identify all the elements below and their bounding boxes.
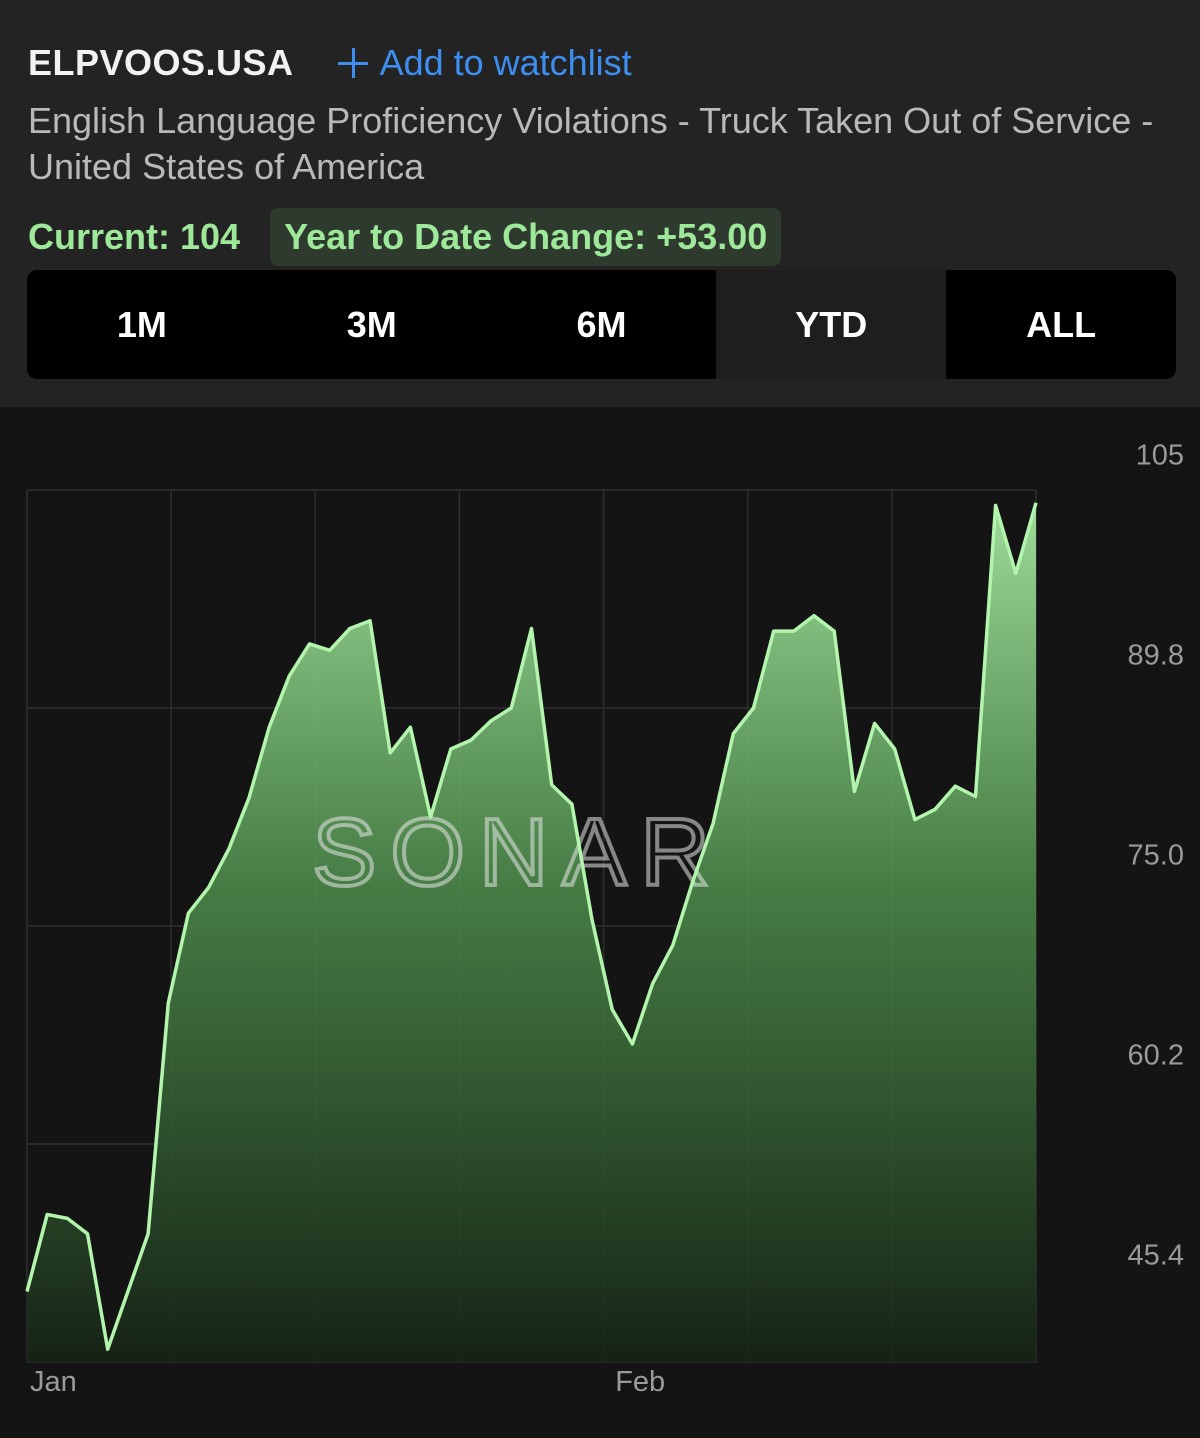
series-description: English Language Proficiency Violations … <box>28 100 1154 187</box>
x-axis-labels: Jan Feb <box>30 1366 665 1398</box>
sonar-watermark: SONAR <box>312 799 723 906</box>
tab-all[interactable]: ALL <box>1026 303 1097 345</box>
ticker-symbol: ELPVOOS.USA <box>28 42 294 83</box>
current-value: Current: 104 <box>28 216 241 257</box>
y-tick-label: 45.4 <box>1128 1240 1184 1272</box>
stats-row: Current: 104 Year to Date Change: +53.00 <box>28 208 782 266</box>
chart-area[interactable]: SONAR 105 89.8 75.0 60.2 45.4 Jan Feb <box>0 407 1200 1433</box>
tab-3m[interactable]: 3M <box>346 303 397 345</box>
area-chart[interactable]: SONAR 105 89.8 75.0 60.2 45.4 Jan Feb <box>0 407 1200 1433</box>
y-tick-label: 89.8 <box>1128 640 1184 672</box>
add-to-watchlist-button[interactable]: Add to watchlist <box>337 42 632 84</box>
y-axis-labels: 105 89.8 75.0 60.2 45.4 <box>1128 440 1184 1272</box>
plus-icon <box>337 48 368 78</box>
tab-ytd[interactable]: YTD <box>716 270 947 379</box>
series-line <box>25 502 1038 1351</box>
y-tick-label: 60.2 <box>1128 1040 1184 1072</box>
area-fill <box>27 502 1036 1362</box>
ytd-change-badge: Year to Date Change: +53.00 <box>270 208 782 266</box>
ticker-row: ELPVOOS.USA Add to watchlist <box>28 38 632 88</box>
add-to-watchlist-label: Add to watchlist <box>379 42 632 83</box>
x-tick-label: Feb <box>615 1366 665 1398</box>
tab-6m[interactable]: 6M <box>576 303 627 345</box>
y-tick-label: 105 <box>1136 440 1184 472</box>
x-tick-label: Jan <box>30 1366 77 1398</box>
header: ELPVOOS.USA Add to watchlist English Lan… <box>0 0 1200 407</box>
tab-1m[interactable]: 1M <box>116 303 167 345</box>
range-tabs: 1M 3M 6M YTD ALL <box>27 270 1176 379</box>
y-tick-label: 75.0 <box>1128 840 1184 872</box>
